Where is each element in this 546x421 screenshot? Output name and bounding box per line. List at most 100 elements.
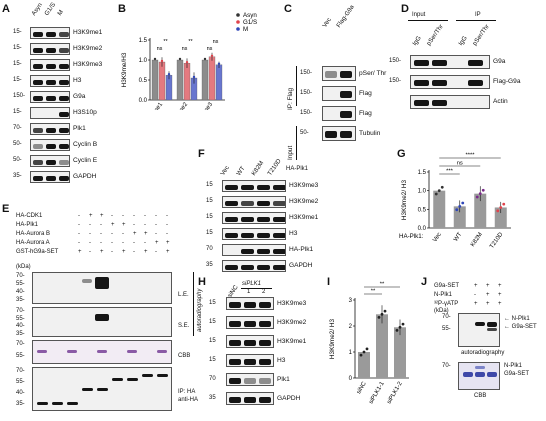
- blot-band: [229, 396, 241, 403]
- chart-i: 0 1 2 3 H3K9me2/ H3 siNC siPLK1-1 siPLK1-2 ** **: [329, 282, 409, 405]
- data-point: [502, 202, 506, 206]
- blot-band: [273, 232, 285, 238]
- mw-marker: 150-: [389, 58, 402, 64]
- blot-band: [33, 127, 43, 133]
- protein-label: GAPDH: [73, 173, 97, 180]
- data-point: [185, 61, 189, 64]
- y-axis-label: H3K9me2/ H3: [401, 179, 408, 220]
- data-point: [178, 57, 182, 61]
- blot-band: [259, 320, 271, 327]
- protein-label: Cyclin E: [73, 157, 98, 164]
- treatment-label: GST-hG9a-SET: [16, 249, 59, 255]
- treatment-sign: -: [100, 231, 102, 237]
- x-tick-label: Vec: [432, 232, 443, 244]
- blot-band: [33, 31, 43, 37]
- blot-band: [67, 402, 78, 405]
- mw-marker: 15: [209, 299, 216, 306]
- treatment-sign: -: [100, 240, 102, 246]
- protein-label: Cyclin B: [73, 141, 98, 148]
- y-tick-label: 0.5: [418, 207, 427, 213]
- treatment-sign: -: [474, 292, 476, 298]
- band-label: G9a-SET: [504, 371, 530, 377]
- lane-label: G1/S: [43, 1, 58, 18]
- blot-band: [244, 301, 256, 308]
- treatment-sign: -: [155, 231, 157, 237]
- panel-label-h: H: [198, 276, 206, 288]
- protein-label: H3: [73, 77, 82, 84]
- data-point: [478, 192, 482, 196]
- x-tick-label: WT: [453, 231, 463, 242]
- lane-label: pSer/Thr: [425, 23, 445, 47]
- blot-band: [97, 350, 107, 353]
- mw-marker: 35-: [16, 330, 25, 337]
- significance-label: **: [188, 39, 193, 45]
- blot-band: [33, 63, 43, 69]
- blot-band: [97, 388, 108, 391]
- mw-marker: 15: [206, 182, 213, 188]
- mw-marker: 55-: [442, 326, 451, 332]
- mw-marker: 15-: [13, 45, 22, 51]
- blot-band: [257, 248, 270, 254]
- significance-label: ns: [182, 46, 188, 52]
- mw-marker: 70: [206, 246, 213, 252]
- protein-label: H3K9me1: [277, 337, 307, 345]
- mw-marker: 15: [209, 337, 216, 344]
- blot-band: [273, 184, 285, 190]
- treatment-sign: -: [89, 249, 91, 255]
- blot-band: [257, 232, 270, 238]
- tag-autoradiography: autoradiography: [461, 350, 505, 356]
- blot-band: [340, 131, 352, 138]
- blot-strip: [322, 126, 356, 141]
- data-point: [380, 312, 384, 316]
- blot-strip: [222, 260, 286, 272]
- y-tick-label: 1.5: [418, 170, 427, 176]
- treatment-sign: +: [100, 213, 104, 219]
- data-point: [440, 185, 444, 189]
- blot-band: [59, 175, 69, 181]
- mw-marker: 15-: [13, 77, 22, 83]
- legend-label: Asyn: [243, 12, 257, 19]
- x-tick-label: K82M: [470, 232, 484, 248]
- mw-marker: 15-: [13, 109, 22, 115]
- protein-label: G9a: [493, 58, 506, 65]
- treatment-sign: +: [122, 222, 126, 228]
- mw-marker: 70-: [442, 363, 451, 369]
- data-point: [160, 59, 164, 63]
- protein-label: H3K9me3: [277, 299, 307, 307]
- data-point: [461, 201, 465, 205]
- blot-strip: [226, 335, 274, 348]
- blot-strip: [222, 228, 286, 240]
- blot-band: [46, 95, 56, 101]
- blot-strip: [32, 340, 172, 364]
- blot-band: [475, 372, 485, 377]
- treatment-sign: -: [155, 249, 157, 255]
- protein-label: GAPDH: [277, 394, 301, 402]
- mw-marker: 15: [206, 230, 213, 236]
- blot-strip: [222, 244, 286, 256]
- blot-band: [432, 60, 447, 66]
- header-ha-plk1: HA-Plk1: [286, 166, 309, 172]
- mw-marker: 50-: [13, 141, 22, 147]
- x-prefix-label: HA-Plk1:: [399, 233, 424, 240]
- y-tick-label: 0: [349, 376, 353, 382]
- blot-band: [46, 175, 56, 181]
- mw-marker: 70-: [16, 308, 25, 314]
- blot-strip: [410, 95, 490, 109]
- mw-marker: 35: [209, 394, 216, 401]
- bar: [183, 63, 191, 101]
- blot-band: [37, 402, 48, 405]
- blot-band: [468, 60, 483, 66]
- lane-label: pSer/Thr: [471, 23, 491, 47]
- treatment-sign: -: [100, 222, 102, 228]
- treatment-sign: -: [166, 213, 168, 219]
- blot-band: [95, 314, 109, 321]
- blot-strip: [30, 139, 70, 151]
- protein-label: H3K9me1: [73, 29, 103, 36]
- treatment-sign: -: [78, 231, 80, 237]
- x-tick-label: siPLK1-2: [386, 380, 404, 405]
- tag-se: S.E.: [178, 323, 190, 329]
- blot-strip: [30, 43, 70, 55]
- blot-band: [463, 372, 473, 377]
- blot-band: [414, 80, 429, 86]
- treatment-sign: +: [166, 240, 170, 246]
